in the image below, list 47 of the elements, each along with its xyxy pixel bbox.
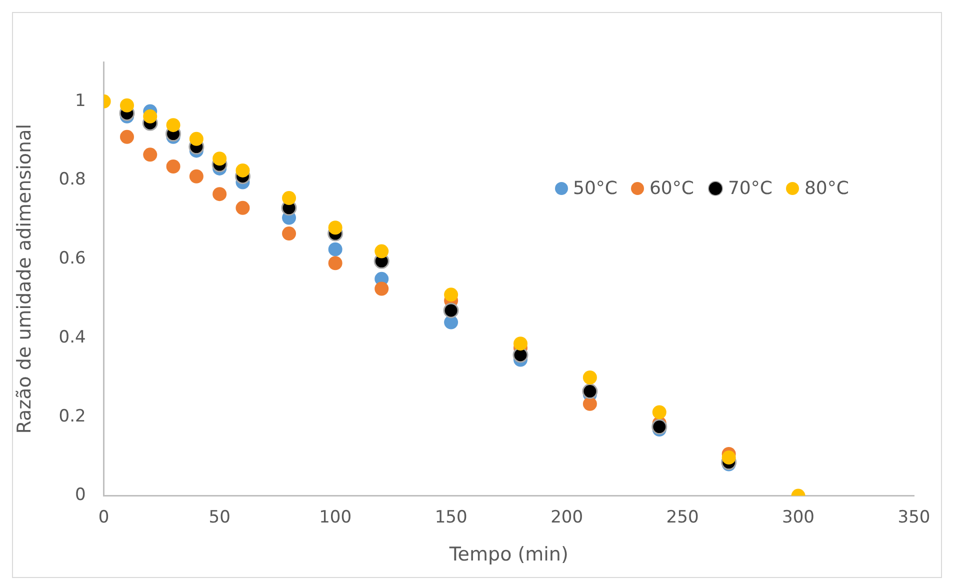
point — [328, 220, 342, 235]
x-tick-label: 150 — [434, 507, 468, 528]
point — [582, 396, 597, 411]
y-tick-label: 0.4 — [58, 327, 86, 348]
point — [444, 288, 458, 302]
point — [143, 109, 158, 124]
x-tick-label: 350 — [898, 507, 930, 528]
x-tick-label: 250 — [666, 507, 699, 528]
point — [328, 242, 342, 256]
point — [582, 384, 598, 400]
y-axis-title: Razão de umidade adimensional — [13, 124, 36, 434]
x-tick-label: 0 — [98, 507, 110, 528]
legend-label: 70°C — [728, 178, 772, 199]
x-tick-label: 100 — [319, 507, 352, 528]
point — [189, 169, 204, 184]
point — [166, 160, 180, 174]
point — [513, 336, 528, 351]
point — [189, 132, 204, 146]
point — [282, 191, 296, 206]
y-tick-label: 0.2 — [58, 406, 86, 426]
point — [582, 370, 597, 384]
point — [120, 130, 134, 144]
point — [374, 244, 389, 258]
legend-label: 80°C — [804, 178, 849, 199]
point — [282, 226, 296, 241]
point — [236, 200, 250, 215]
x-tick-label: 200 — [550, 507, 584, 528]
y-tick-label: 1 — [75, 90, 86, 111]
legend-label: 50°C — [573, 178, 618, 199]
y-tick-label: 0.6 — [58, 248, 86, 269]
point — [236, 163, 250, 178]
point — [212, 187, 227, 202]
x-tick-label: 50 — [208, 507, 230, 528]
point — [328, 256, 342, 270]
x-axis-title: Tempo (min) — [448, 544, 568, 566]
point — [143, 148, 158, 162]
legend-label: 60°C — [649, 178, 694, 199]
point — [652, 405, 666, 420]
y-tick-label: 0 — [75, 485, 86, 506]
point — [652, 419, 668, 435]
point — [443, 302, 459, 318]
point — [212, 152, 227, 166]
x-tick-label: 300 — [782, 507, 814, 528]
point — [166, 118, 180, 132]
point — [120, 98, 134, 112]
point — [374, 282, 389, 296]
y-tick-label: 0.8 — [58, 170, 86, 190]
